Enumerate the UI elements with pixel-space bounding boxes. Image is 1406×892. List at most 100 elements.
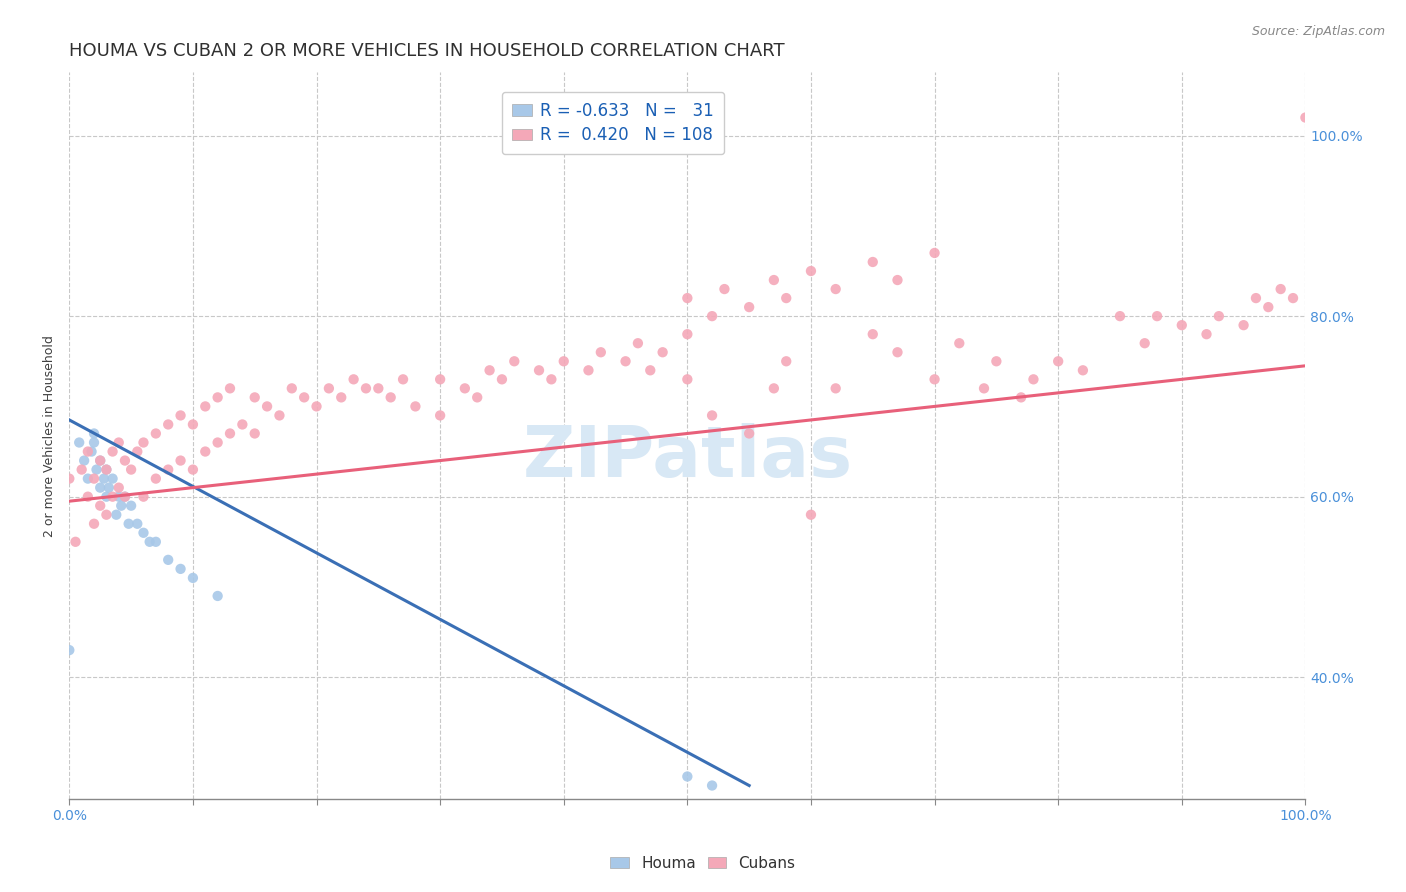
- Point: [80, 444, 103, 458]
- Point: [107, 490, 129, 504]
- Point: [986, 354, 1008, 368]
- Point: [157, 462, 180, 476]
- Point: [157, 553, 180, 567]
- Point: [305, 400, 328, 414]
- Point: [1244, 291, 1267, 305]
- Point: [58, 643, 80, 657]
- Point: [105, 508, 128, 522]
- Point: [120, 499, 142, 513]
- Point: [114, 453, 136, 467]
- Point: [83, 426, 105, 441]
- Point: [181, 571, 204, 585]
- Point: [1294, 111, 1316, 125]
- Text: HOUMA VS CUBAN 2 OR MORE VEHICLES IN HOUSEHOLD CORRELATION CHART: HOUMA VS CUBAN 2 OR MORE VEHICLES IN HOU…: [69, 42, 785, 60]
- Point: [96, 508, 118, 522]
- Point: [207, 435, 229, 450]
- Point: [89, 453, 111, 467]
- Point: [367, 381, 389, 395]
- Point: [676, 327, 699, 342]
- Point: [76, 472, 98, 486]
- Point: [700, 779, 723, 793]
- Point: [429, 409, 451, 423]
- Point: [700, 309, 723, 323]
- Point: [83, 472, 105, 486]
- Point: [86, 462, 108, 476]
- Point: [1270, 282, 1292, 296]
- Point: [101, 444, 124, 458]
- Point: [380, 390, 402, 404]
- Point: [96, 490, 118, 504]
- Point: [1022, 372, 1045, 386]
- Point: [676, 770, 699, 784]
- Point: [169, 453, 191, 467]
- Point: [738, 426, 761, 441]
- Point: [713, 282, 735, 296]
- Point: [862, 255, 884, 269]
- Point: [924, 246, 946, 260]
- Point: [824, 282, 846, 296]
- Point: [886, 273, 908, 287]
- Point: [194, 444, 217, 458]
- Point: [503, 354, 526, 368]
- Point: [132, 490, 155, 504]
- Point: [454, 381, 477, 395]
- Point: [973, 381, 995, 395]
- Text: Source: ZipAtlas.com: Source: ZipAtlas.com: [1251, 25, 1385, 38]
- Point: [114, 490, 136, 504]
- Point: [775, 291, 797, 305]
- Point: [553, 354, 575, 368]
- Point: [145, 426, 167, 441]
- Point: [627, 336, 650, 351]
- Point: [89, 453, 111, 467]
- Point: [638, 363, 661, 377]
- Point: [465, 390, 488, 404]
- Point: [127, 516, 149, 531]
- Point: [145, 472, 167, 486]
- Point: [1282, 291, 1305, 305]
- Point: [318, 381, 340, 395]
- Point: [65, 534, 87, 549]
- Point: [207, 589, 229, 603]
- Point: [138, 534, 160, 549]
- Point: [775, 354, 797, 368]
- Point: [1232, 318, 1254, 333]
- Point: [800, 508, 823, 522]
- Point: [107, 435, 129, 450]
- Point: [83, 516, 105, 531]
- Point: [219, 426, 242, 441]
- Point: [1257, 300, 1279, 314]
- Point: [1133, 336, 1156, 351]
- Point: [243, 390, 266, 404]
- Point: [578, 363, 600, 377]
- Point: [800, 264, 823, 278]
- Point: [76, 444, 98, 458]
- Point: [58, 472, 80, 486]
- Point: [127, 444, 149, 458]
- Point: [762, 381, 785, 395]
- Point: [169, 562, 191, 576]
- Y-axis label: 2 or more Vehicles in Household: 2 or more Vehicles in Household: [44, 334, 56, 537]
- Point: [676, 372, 699, 386]
- Legend: R = -0.633   N =   31, R =  0.420   N = 108: R = -0.633 N = 31, R = 0.420 N = 108: [502, 92, 724, 154]
- Point: [527, 363, 550, 377]
- Point: [330, 390, 353, 404]
- Point: [114, 490, 136, 504]
- Point: [107, 481, 129, 495]
- Point: [181, 462, 204, 476]
- Point: [120, 462, 142, 476]
- Point: [89, 481, 111, 495]
- Point: [700, 409, 723, 423]
- Point: [1109, 309, 1132, 323]
- Point: [269, 409, 291, 423]
- Point: [1195, 327, 1218, 342]
- Point: [1171, 318, 1194, 333]
- Point: [281, 381, 304, 395]
- Point: [738, 300, 761, 314]
- Point: [491, 372, 513, 386]
- Point: [181, 417, 204, 432]
- Point: [343, 372, 366, 386]
- Point: [1010, 390, 1032, 404]
- Point: [862, 327, 884, 342]
- Point: [132, 435, 155, 450]
- Point: [219, 381, 242, 395]
